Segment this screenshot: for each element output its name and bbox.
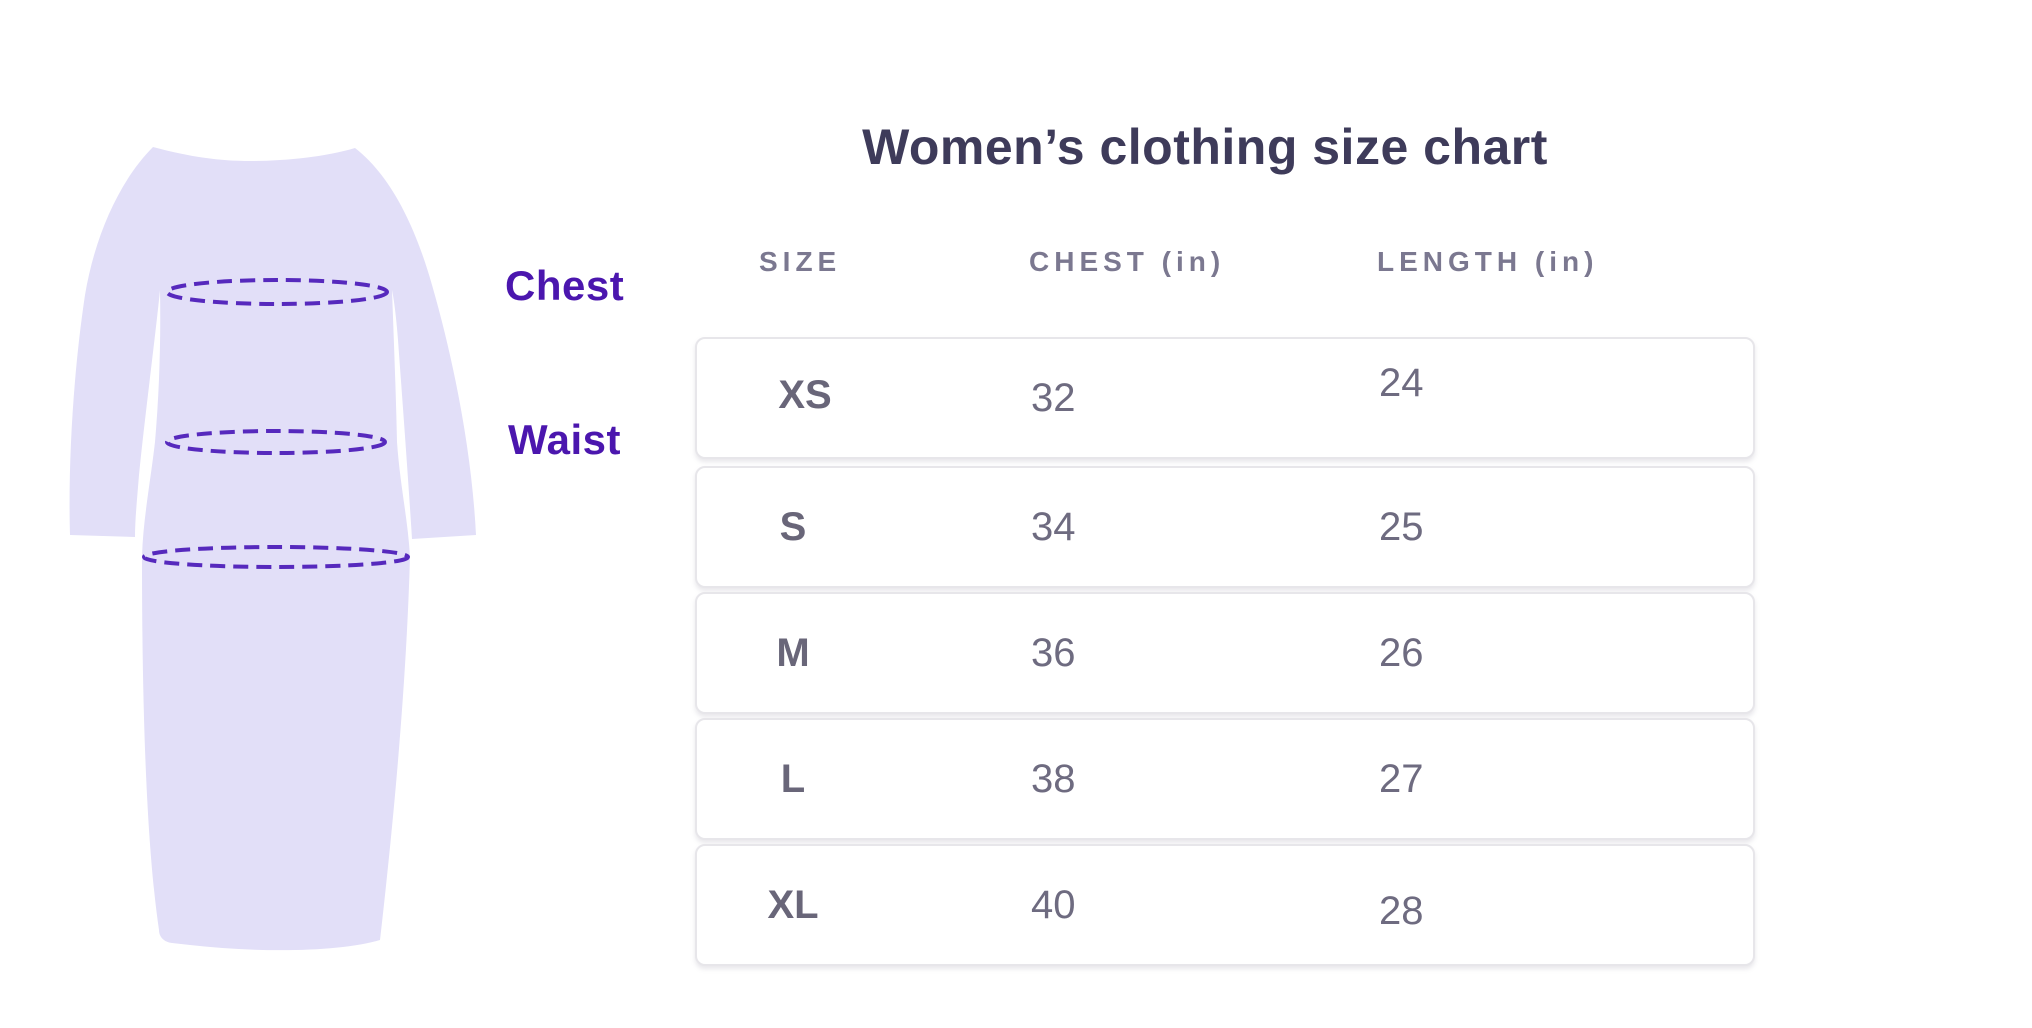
table-row: XL 40 28 — [695, 844, 1755, 966]
column-header-chest: CHEST (in) — [1029, 246, 1226, 277]
chest-cell: 38 — [1031, 756, 1076, 801]
hip-measure-line — [142, 545, 410, 569]
size-cell: M — [776, 630, 810, 675]
chest-measure-line — [165, 278, 389, 306]
table-row: L 38 27 — [695, 718, 1755, 840]
length-cell: 25 — [1379, 504, 1424, 549]
size-cell: S — [779, 504, 807, 549]
size-cell: XL — [767, 882, 819, 927]
length-cell: 24 — [1379, 360, 1424, 405]
chest-cell: 32 — [1031, 375, 1076, 420]
waist-measure-line — [165, 429, 387, 455]
table-row: M 36 26 — [695, 592, 1755, 714]
table-row: S 34 25 — [695, 466, 1755, 588]
length-cell: 26 — [1379, 630, 1424, 675]
waist-label: Waist — [508, 416, 621, 463]
column-header-length: LENGTH (in) — [1377, 246, 1599, 277]
chest-label: Chest — [505, 262, 625, 309]
size-cell: XS — [778, 372, 832, 417]
table-header: SIZE CHEST (in) LENGTH (in) — [695, 240, 1755, 280]
chest-cell: 34 — [1031, 504, 1076, 549]
chest-cell: 40 — [1031, 882, 1076, 927]
dress-illustration — [60, 95, 490, 965]
chest-cell: 36 — [1031, 630, 1076, 675]
page-title: Women’s clothing size chart — [862, 119, 1548, 175]
size-table: XS 32 24 S 34 25 M 36 26 L 38 27 XL 40 2… — [695, 337, 1755, 970]
size-cell: L — [780, 756, 806, 801]
dress-silhouette-graphic — [69, 147, 477, 951]
length-cell: 28 — [1379, 888, 1424, 933]
length-cell: 27 — [1379, 756, 1424, 801]
table-row: XS 32 24 — [695, 337, 1755, 459]
column-header-size: SIZE — [759, 246, 842, 277]
